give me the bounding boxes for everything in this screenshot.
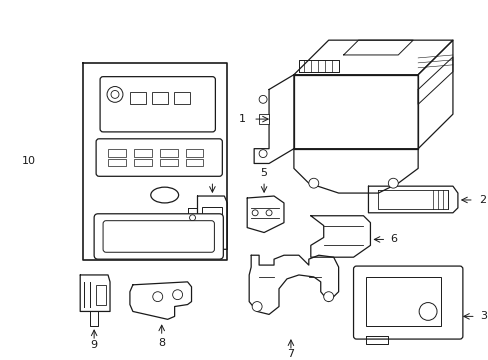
Polygon shape — [247, 196, 284, 233]
Circle shape — [323, 292, 333, 302]
Bar — [134, 149, 151, 157]
FancyBboxPatch shape — [353, 266, 462, 339]
Polygon shape — [310, 216, 370, 257]
Polygon shape — [187, 208, 197, 228]
FancyBboxPatch shape — [103, 221, 214, 252]
Polygon shape — [293, 149, 417, 193]
Polygon shape — [249, 255, 338, 314]
Bar — [160, 158, 177, 166]
Circle shape — [259, 95, 266, 103]
Text: 3: 3 — [479, 311, 486, 321]
Circle shape — [189, 215, 195, 221]
Text: 6: 6 — [389, 234, 397, 244]
Circle shape — [107, 86, 122, 102]
Circle shape — [152, 292, 163, 302]
Text: 5: 5 — [260, 168, 267, 178]
Polygon shape — [293, 40, 452, 75]
Circle shape — [418, 302, 436, 320]
Bar — [108, 149, 126, 157]
Circle shape — [265, 210, 271, 216]
Ellipse shape — [150, 187, 178, 203]
Circle shape — [172, 290, 182, 300]
Text: 10: 10 — [21, 157, 36, 166]
Bar — [173, 93, 189, 104]
Bar — [185, 158, 203, 166]
Bar — [366, 277, 440, 326]
Bar — [108, 158, 126, 166]
FancyBboxPatch shape — [94, 214, 223, 259]
Bar — [160, 149, 177, 157]
Bar — [202, 207, 222, 244]
Text: 1: 1 — [239, 114, 245, 124]
Text: 4: 4 — [208, 168, 216, 178]
Polygon shape — [90, 311, 98, 326]
FancyBboxPatch shape — [100, 77, 215, 132]
Polygon shape — [130, 282, 191, 319]
Text: 8: 8 — [158, 338, 165, 348]
Polygon shape — [293, 75, 417, 149]
Polygon shape — [120, 80, 209, 109]
Circle shape — [259, 150, 266, 158]
Text: 7: 7 — [287, 349, 294, 359]
Polygon shape — [366, 336, 387, 344]
Polygon shape — [378, 190, 447, 209]
Bar — [130, 93, 145, 104]
Circle shape — [252, 302, 262, 311]
Polygon shape — [254, 75, 293, 163]
Circle shape — [308, 178, 318, 188]
Text: 9: 9 — [90, 340, 98, 350]
Text: 2: 2 — [478, 195, 485, 205]
Polygon shape — [367, 186, 457, 213]
Bar — [96, 285, 106, 305]
Polygon shape — [298, 60, 338, 72]
Bar — [259, 114, 268, 124]
Polygon shape — [417, 57, 452, 104]
Bar — [151, 93, 167, 104]
Circle shape — [252, 210, 258, 216]
Circle shape — [111, 90, 119, 98]
Polygon shape — [80, 275, 110, 311]
FancyBboxPatch shape — [96, 139, 222, 176]
Bar — [185, 149, 203, 157]
Bar — [134, 158, 151, 166]
Polygon shape — [343, 40, 412, 55]
Polygon shape — [197, 196, 227, 249]
Polygon shape — [417, 40, 452, 149]
Circle shape — [387, 178, 397, 188]
